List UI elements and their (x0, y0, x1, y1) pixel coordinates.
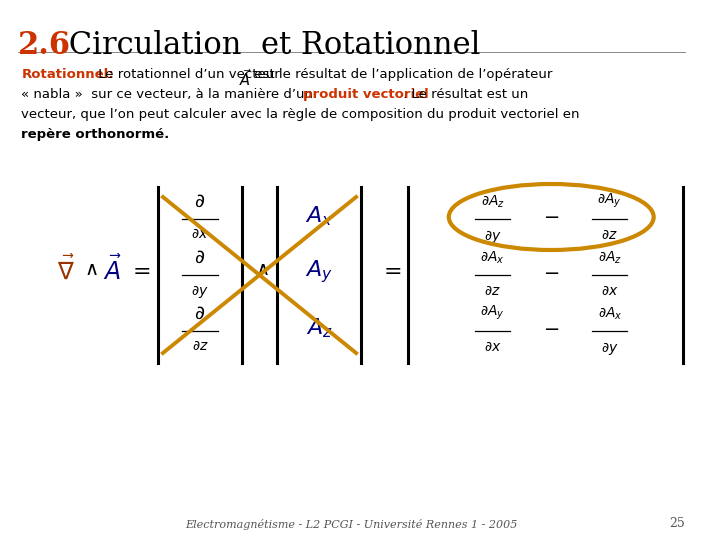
Text: $A_z$: $A_z$ (305, 316, 333, 340)
Text: 2.6: 2.6 (17, 30, 71, 61)
Text: $\partial y$: $\partial y$ (484, 228, 501, 245)
Text: $\partial$: $\partial$ (194, 249, 206, 267)
Text: $\partial y$: $\partial y$ (192, 283, 209, 300)
Text: est le résultat de l’application de l’opérateur: est le résultat de l’application de l’op… (250, 68, 552, 81)
Text: $A_y$: $A_y$ (305, 259, 333, 286)
Text: $\wedge$: $\wedge$ (84, 261, 98, 279)
Text: Rotationnel:: Rotationnel: (22, 68, 114, 81)
Text: $\partial x$: $\partial x$ (484, 340, 501, 354)
Text: $\partial z$: $\partial z$ (485, 284, 501, 298)
Text: vecteur, que l’on peut calculer avec la règle de composition du produit vectorie: vecteur, que l’on peut calculer avec la … (22, 108, 580, 121)
Text: $\partial$: $\partial$ (194, 305, 206, 323)
Text: 25: 25 (669, 517, 685, 530)
Text: $\partial y$: $\partial y$ (601, 340, 618, 357)
Text: produit vectoriel: produit vectoriel (303, 88, 429, 101)
Text: $\partial A_z$: $\partial A_z$ (481, 194, 505, 210)
Text: $-$: $-$ (543, 207, 559, 225)
Text: $\partial z$: $\partial z$ (601, 228, 618, 242)
Text: Circulation  et Rotationnel: Circulation et Rotationnel (58, 30, 480, 61)
Text: $\partial A_x$: $\partial A_x$ (480, 249, 505, 266)
Text: $\wedge$: $\wedge$ (255, 261, 269, 279)
Text: Le rotationnel d’un vecteur: Le rotationnel d’un vecteur (94, 68, 284, 81)
Text: Electromagnétisme - L2 PCGI - Université Rennes 1 - 2005: Electromagnétisme - L2 PCGI - Université… (185, 519, 518, 530)
Text: $\partial x$: $\partial x$ (601, 284, 618, 298)
Text: repère orthonormé.: repère orthonormé. (22, 128, 170, 141)
Text: $\partial A_x$: $\partial A_x$ (598, 306, 622, 322)
Text: $\partial$: $\partial$ (194, 193, 206, 211)
Text: $A_x$: $A_x$ (305, 204, 333, 228)
Text: $=$: $=$ (379, 259, 402, 281)
Text: $\partial x$: $\partial x$ (192, 227, 209, 241)
Text: $\vec{A}$: $\vec{A}$ (239, 68, 252, 89)
Text: $-$: $-$ (543, 263, 559, 281)
Text: $=$: $=$ (128, 259, 150, 281)
Text: « nabla »  sur ce vecteur, à la manière d’un: « nabla » sur ce vecteur, à la manière d… (22, 88, 318, 101)
Text: $\vec{\nabla}$: $\vec{\nabla}$ (58, 255, 76, 285)
Text: $\partial z$: $\partial z$ (192, 339, 208, 353)
Text: $-$: $-$ (543, 319, 559, 337)
Text: . Le résultat est un: . Le résultat est un (399, 88, 528, 101)
Text: $\vec{A}$: $\vec{A}$ (103, 255, 122, 285)
Text: $\partial A_y$: $\partial A_y$ (480, 303, 505, 322)
Text: $\partial A_y$: $\partial A_y$ (598, 192, 622, 210)
Text: $\partial A_z$: $\partial A_z$ (598, 249, 622, 266)
